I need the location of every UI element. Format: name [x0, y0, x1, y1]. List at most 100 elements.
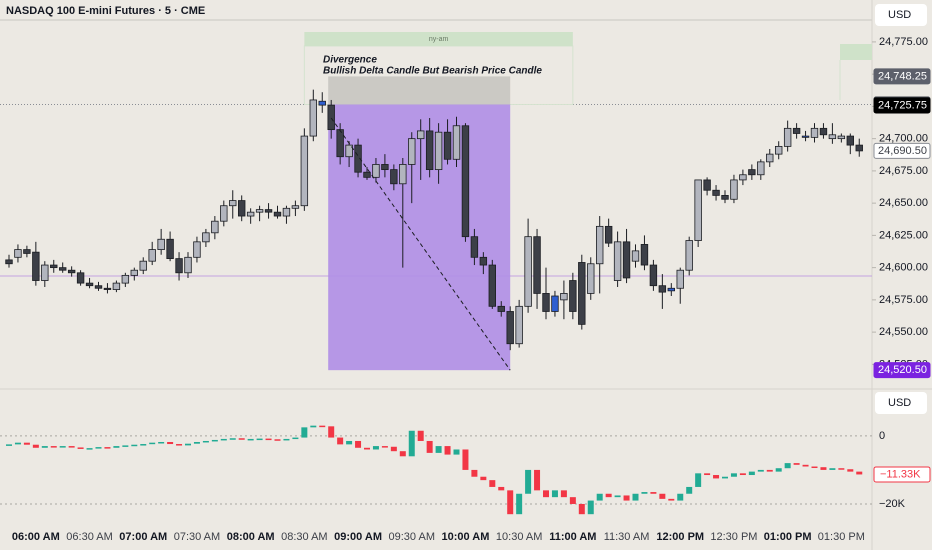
delta-candle	[632, 493, 639, 501]
candle-body	[560, 293, 568, 301]
delta-candle	[390, 446, 397, 452]
candle-body	[855, 144, 863, 152]
candle-body	[255, 209, 264, 213]
delta-candle	[471, 469, 478, 477]
delta-candle	[623, 495, 630, 501]
y-tick-label: 24,600.00	[879, 262, 928, 274]
candle-body	[721, 195, 729, 200]
delta-candle	[381, 446, 388, 448]
delta-candle	[480, 476, 487, 481]
delta-candle	[355, 440, 362, 448]
x-tick-label: 12:30 PM	[710, 531, 757, 543]
candle-body	[408, 138, 416, 165]
currency[interactable]: USD	[888, 397, 911, 409]
zone	[328, 76, 511, 105]
currency[interactable]: USD	[888, 9, 911, 21]
delta-candle	[569, 497, 576, 504]
delta-candle	[614, 495, 621, 498]
x-tick-label: 08:30 AM	[281, 531, 327, 543]
x-tick-label: 11:30 AM	[604, 531, 650, 543]
y-tick-label: 24,700.00	[879, 133, 928, 145]
delta-candle	[59, 446, 66, 448]
delta-candle	[50, 446, 57, 448]
delta-candle	[211, 439, 218, 442]
candle-body	[470, 236, 479, 258]
delta-candle	[167, 441, 174, 445]
candle-body	[318, 100, 326, 106]
delta-candle	[23, 442, 30, 445]
delta-candle	[686, 486, 693, 494]
candle-body	[291, 205, 300, 209]
delta-candle	[220, 438, 227, 441]
candle-body	[801, 135, 810, 138]
candle-body	[551, 295, 559, 312]
delta-candle	[757, 469, 764, 472]
candle-body	[533, 236, 541, 294]
candle-body	[667, 287, 675, 292]
delta-candle	[435, 446, 442, 453]
candle-body	[497, 305, 505, 312]
currency-button[interactable]	[875, 4, 927, 26]
candle-body	[846, 135, 854, 146]
delta-candle	[829, 468, 836, 470]
candle-body	[703, 179, 711, 191]
annotation-title: Divergence	[323, 55, 377, 66]
candle-body	[792, 127, 801, 134]
x-tick-label: 07:00 AM	[119, 531, 167, 543]
price-marker	[873, 362, 931, 379]
candle-body	[327, 104, 335, 131]
x-tick-label: 09:30 AM	[389, 531, 435, 543]
delta-candle	[328, 426, 335, 438]
delta-candle	[176, 444, 183, 446]
delta-candle	[68, 446, 75, 448]
candle-body	[211, 220, 219, 234]
delta-candle	[605, 493, 612, 498]
candle-body	[748, 169, 756, 176]
delta-candle	[158, 441, 165, 444]
candle-body	[148, 249, 156, 262]
candle-body	[363, 171, 371, 178]
delta-candle	[498, 486, 505, 491]
candle-body	[103, 287, 112, 290]
delta-candle	[399, 451, 406, 457]
x-tick-label: 01:30 PM	[818, 531, 865, 543]
currency-button[interactable]	[875, 392, 927, 414]
y-tick-label: 24,650.00	[879, 197, 928, 209]
delta-candle	[283, 438, 290, 441]
candle-body	[67, 269, 76, 274]
candle-body	[300, 135, 309, 207]
candle-body	[569, 280, 577, 312]
candle-body	[712, 189, 720, 196]
candle-body	[220, 205, 228, 222]
delta-candle	[793, 463, 800, 465]
delta-candle	[748, 471, 755, 476]
x-tick-label: 01:00 PM	[764, 531, 812, 543]
delta-candle	[668, 498, 675, 501]
candle-body	[613, 241, 622, 281]
zone	[328, 104, 511, 371]
delta-marker	[873, 466, 931, 483]
delta-candle	[811, 466, 818, 469]
delta-candle	[32, 444, 39, 448]
delta-candle	[274, 439, 281, 441]
delta-candle	[140, 444, 147, 446]
delta-candle	[6, 444, 12, 446]
y-tick-label: 24,550.00	[879, 326, 928, 338]
delta-candle	[641, 492, 648, 494]
delta-candle	[534, 469, 541, 491]
delta-candle	[238, 438, 245, 440]
candle-body	[622, 241, 631, 279]
candle-body	[309, 99, 317, 137]
trend-line	[330, 117, 511, 371]
candle-body	[372, 164, 380, 178]
y-tick-label: 24,775.00	[879, 36, 928, 48]
candle-body	[828, 134, 837, 140]
price-marker	[873, 68, 931, 85]
candle-body	[640, 244, 649, 266]
candle-body	[757, 161, 765, 176]
candle-body	[5, 259, 13, 265]
candle-body	[604, 225, 613, 244]
candle-body	[59, 267, 67, 271]
